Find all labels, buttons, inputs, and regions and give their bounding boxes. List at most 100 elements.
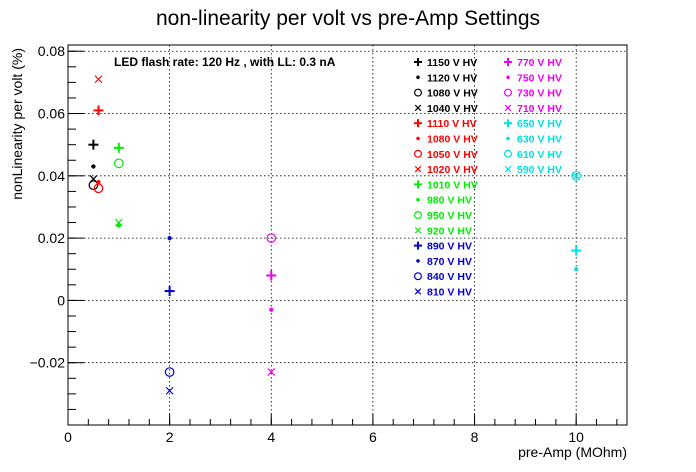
legend-label: 650 V HV bbox=[517, 118, 562, 130]
legend-label: 1010 V HV bbox=[427, 179, 478, 191]
data-point bbox=[113, 142, 124, 153]
legend-label: 1080 V HV bbox=[427, 134, 478, 146]
legend-entry: 1150 V HV bbox=[414, 57, 477, 69]
cross-marker bbox=[414, 165, 422, 173]
y-tick-label: 0.02 bbox=[38, 230, 65, 246]
legend-label: 630 V HV bbox=[517, 134, 562, 146]
legend-entry: 840 V HV bbox=[414, 271, 472, 283]
legend-label: 840 V HV bbox=[427, 271, 472, 283]
legend-entry: 920 V HV bbox=[414, 225, 472, 237]
legend-entry: 770 V HV bbox=[504, 57, 562, 69]
legend-label: 730 V HV bbox=[517, 88, 562, 100]
cross-marker bbox=[504, 165, 512, 173]
data-point bbox=[164, 286, 175, 297]
data-point bbox=[573, 267, 579, 272]
legend-label: 1040 V HV bbox=[427, 103, 478, 115]
legend-label: 1050 V HV bbox=[427, 149, 478, 161]
legend-entry: 1010 V HV bbox=[414, 179, 478, 191]
legend-entry: 1050 V HV bbox=[414, 149, 478, 161]
data-point bbox=[571, 170, 582, 181]
legend-entry: 750 V HV bbox=[506, 72, 562, 84]
data-point bbox=[269, 307, 274, 313]
circle-marker bbox=[504, 149, 513, 158]
legend-entry: 810 V HV bbox=[414, 287, 472, 299]
legend-entry: 630 V HV bbox=[506, 134, 562, 146]
legend-entry: 1080 V HV bbox=[416, 134, 478, 146]
plus-marker bbox=[414, 241, 422, 250]
x-tick-label: 0 bbox=[64, 429, 72, 445]
data-point bbox=[267, 368, 276, 376]
plus-marker bbox=[414, 180, 422, 189]
x-tick-label: 10 bbox=[568, 429, 584, 445]
data-point bbox=[94, 75, 103, 84]
cross-marker bbox=[414, 227, 422, 234]
chart-annotation: LED flash rate: 120 Hz , with LL: 0.3 nA bbox=[114, 55, 336, 69]
star-marker bbox=[416, 259, 420, 263]
plus-marker bbox=[504, 58, 512, 66]
x-tick-label: 2 bbox=[166, 429, 174, 445]
data-point bbox=[113, 158, 124, 169]
legend-label: 590 V HV bbox=[517, 164, 562, 176]
legend-label: 1020 V HV bbox=[427, 164, 478, 176]
circle-marker bbox=[414, 272, 423, 281]
y-tick-label: 0.04 bbox=[38, 168, 65, 184]
legend-entry: 980 V HV bbox=[416, 195, 472, 207]
legend-entry: 590 V HV bbox=[504, 164, 562, 176]
star-marker bbox=[506, 75, 510, 80]
legend-entry: 730 V HV bbox=[504, 88, 562, 100]
data-point bbox=[572, 171, 581, 180]
legend-label: 770 V HV bbox=[517, 57, 562, 69]
legend-entry: 1080 V HV bbox=[414, 88, 478, 100]
cross-marker bbox=[414, 104, 422, 112]
legend-label: 1120 V HV bbox=[427, 72, 477, 84]
data-point bbox=[89, 175, 98, 183]
plus-marker bbox=[414, 58, 422, 66]
data-point bbox=[167, 235, 172, 241]
cross-marker bbox=[504, 104, 512, 112]
star-marker bbox=[416, 136, 420, 141]
legend-entry: 870 V HV bbox=[416, 256, 472, 268]
legend: 1150 V HV 1120 V HV 1080 V HV 1040 V HV 1110… bbox=[414, 57, 562, 299]
legend-label: 610 V HV bbox=[517, 149, 562, 161]
ticks-layer: 0 2 4 6 8 10 −0.02 0 0.02 0.04 0.06 0.08 bbox=[30, 43, 618, 445]
data-point bbox=[116, 223, 122, 228]
circle-marker bbox=[414, 211, 423, 220]
legend-entry: 710 V HV bbox=[504, 103, 562, 115]
data-point bbox=[91, 164, 96, 169]
legend-entry: 1110 V HV bbox=[414, 118, 477, 130]
legend-label: 710 V HV bbox=[517, 103, 562, 115]
legend-label: 1150 V HV bbox=[427, 57, 477, 69]
legend-label: 890 V HV bbox=[427, 241, 472, 253]
star-marker bbox=[506, 136, 510, 141]
data-point bbox=[88, 180, 99, 191]
data-point bbox=[93, 105, 104, 116]
circle-marker bbox=[414, 88, 423, 97]
star-marker bbox=[416, 75, 420, 80]
legend-label: 980 V HV bbox=[427, 195, 472, 207]
data-point bbox=[266, 233, 277, 243]
legend-entry: 650 V HV bbox=[504, 118, 562, 130]
x-tick-label: 6 bbox=[369, 429, 377, 445]
y-axis-title: nonLinearity per volt (%) bbox=[9, 48, 25, 200]
y-tick-label: −0.02 bbox=[30, 355, 66, 371]
data-point bbox=[165, 386, 174, 395]
legend-entry: 1120 V HV bbox=[416, 72, 477, 84]
x-tick-label: 4 bbox=[267, 429, 275, 445]
legend-entry: 610 V HV bbox=[504, 149, 562, 161]
data-point bbox=[88, 139, 99, 150]
legend-entry: 1020 V HV bbox=[414, 164, 478, 176]
data-point bbox=[114, 218, 123, 227]
cross-marker bbox=[414, 288, 422, 295]
star-marker bbox=[416, 197, 420, 202]
plus-marker bbox=[414, 119, 422, 128]
y-tick-label: 0 bbox=[57, 292, 65, 308]
legend-entry: 1040 V HV bbox=[414, 103, 478, 115]
x-tick-label: 8 bbox=[471, 429, 479, 445]
legend-label: 870 V HV bbox=[427, 256, 472, 268]
points-layer bbox=[88, 75, 582, 395]
chart-title: non-linearity per volt vs pre-Amp Settin… bbox=[156, 7, 540, 30]
circle-marker bbox=[504, 88, 513, 97]
legend-label: 1110 V HV bbox=[427, 118, 477, 130]
